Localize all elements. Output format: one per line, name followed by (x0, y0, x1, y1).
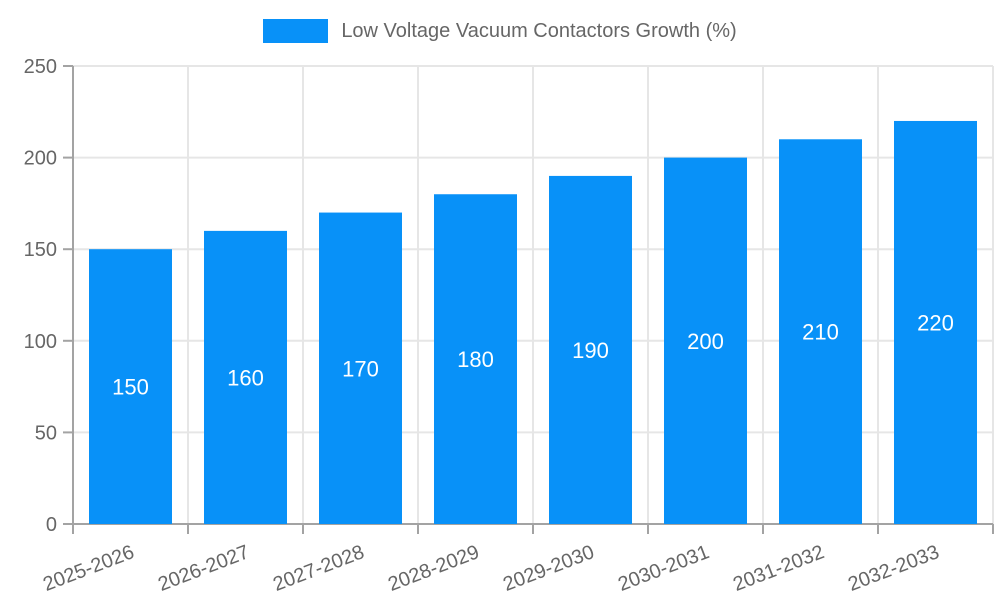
y-axis-tick-label: 150 (24, 239, 57, 261)
bar[interactable] (779, 139, 862, 524)
chart-legend: Low Voltage Vacuum Contactors Growth (%) (0, 19, 1000, 43)
bar-value-label: 150 (112, 375, 149, 400)
bar[interactable] (204, 230, 287, 524)
x-axis-tick-label: 2027-2028 (270, 541, 367, 596)
legend-label: Low Voltage Vacuum Contactors Growth (%) (341, 20, 737, 42)
x-axis-tick-label: 2032-2033 (845, 541, 942, 596)
x-axis-tick-label: 2031-2032 (730, 541, 827, 596)
x-axis-tick-label: 2029-2030 (500, 541, 597, 596)
bar-value-label: 180 (457, 347, 494, 372)
y-axis-tick-label: 250 (24, 56, 57, 78)
bar-value-label: 210 (802, 320, 839, 345)
bar-value-label: 200 (687, 329, 724, 354)
x-axis-tick-label: 2025-2026 (40, 541, 137, 596)
x-axis-tick-label: 2026-2027 (155, 541, 252, 596)
bar[interactable] (549, 175, 632, 525)
y-axis-tick-label: 50 (35, 422, 57, 444)
legend-swatch (263, 19, 329, 43)
bar-value-label: 160 (227, 365, 264, 390)
bar-value-label: 170 (342, 356, 379, 381)
bar-value-label: 190 (572, 338, 609, 363)
bar-value-label: 220 (917, 310, 954, 335)
y-axis-tick-label: 200 (24, 148, 57, 170)
bar[interactable] (434, 194, 517, 525)
bar[interactable] (319, 212, 402, 524)
bar[interactable] (894, 120, 977, 525)
x-axis-tick-label: 2030-2031 (615, 541, 712, 596)
bar[interactable] (664, 157, 747, 524)
x-axis-tick-label: 2028-2029 (385, 541, 482, 596)
bar[interactable] (89, 249, 172, 524)
legend-item[interactable]: Low Voltage Vacuum Contactors Growth (%) (263, 19, 737, 43)
y-axis-tick-label: 100 (24, 331, 57, 353)
y-axis-tick-label: 0 (46, 514, 57, 536)
